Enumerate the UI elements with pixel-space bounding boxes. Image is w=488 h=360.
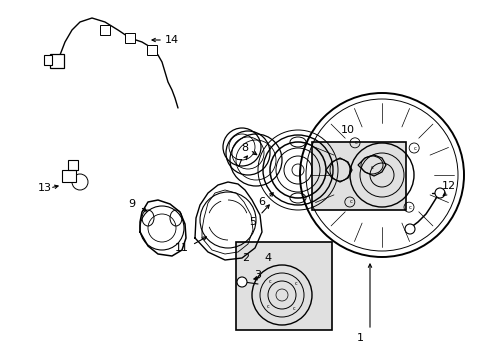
Bar	[236, 242, 331, 330]
Text: 9: 9	[128, 199, 135, 209]
Text: 5: 5	[249, 217, 256, 227]
Text: 2: 2	[242, 253, 249, 263]
Text: 10: 10	[340, 125, 354, 135]
Text: c: c	[413, 145, 416, 150]
Text: 1: 1	[356, 333, 363, 343]
Text: c: c	[266, 304, 269, 309]
Bar	[44, 55, 52, 65]
Text: c: c	[268, 279, 271, 284]
Bar	[62, 170, 76, 182]
Bar	[125, 33, 135, 43]
Text: c: c	[370, 165, 373, 170]
Circle shape	[237, 277, 246, 287]
Text: 12: 12	[441, 181, 455, 191]
Bar	[100, 25, 110, 35]
Text: c: c	[348, 199, 352, 204]
Bar	[147, 45, 157, 55]
Text: 14: 14	[164, 35, 179, 45]
Text: 3: 3	[253, 270, 261, 280]
Bar	[311, 142, 405, 210]
Text: 6: 6	[258, 197, 265, 207]
Text: c: c	[294, 281, 297, 286]
Text: 8: 8	[241, 143, 247, 153]
Text: c: c	[407, 205, 411, 210]
Bar	[68, 160, 78, 170]
Text: 13: 13	[38, 183, 52, 193]
Text: c: c	[292, 306, 294, 311]
Text: 7: 7	[234, 159, 242, 169]
Circle shape	[434, 188, 444, 198]
Circle shape	[404, 224, 414, 234]
Bar	[50, 54, 64, 68]
Text: 4: 4	[264, 253, 271, 263]
Text: c: c	[354, 140, 357, 145]
Text: 11: 11	[175, 243, 189, 253]
